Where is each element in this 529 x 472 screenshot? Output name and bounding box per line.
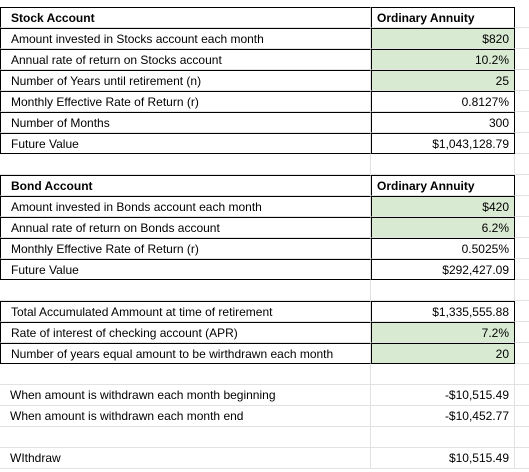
stock-months-label[interactable]: Number of Months: [0, 112, 371, 133]
empty-row: [0, 154, 529, 175]
bond-ordinary-annuity-header[interactable]: Ordinary Annuity: [371, 175, 515, 196]
table-row: Rate of interest of checking account (AP…: [0, 322, 529, 343]
empty-cell[interactable]: [371, 280, 515, 301]
empty-cell[interactable]: [515, 427, 529, 448]
table-row: Annual rate of return on Bonds account 6…: [0, 217, 529, 238]
empty-cell[interactable]: [0, 280, 371, 301]
table-row: Amount invested in Bonds account each mo…: [0, 196, 529, 217]
empty-cell[interactable]: [515, 322, 529, 343]
bond-monthly-rate-label[interactable]: Monthly Effective Rate of Return (r): [0, 238, 371, 259]
empty-cell[interactable]: [0, 154, 371, 175]
empty-cell[interactable]: [515, 49, 529, 70]
withdraw-value[interactable]: $10,515.49: [371, 448, 515, 469]
table-row: Number of years equal amount to be wirth…: [0, 343, 529, 364]
empty-cell[interactable]: [515, 91, 529, 112]
bond-future-value-value[interactable]: $292,427.09: [371, 259, 515, 280]
table-row: Monthly Effective Rate of Return (r) 0.5…: [0, 238, 529, 259]
empty-cell[interactable]: [515, 217, 529, 238]
withdrawal-years-value[interactable]: 20: [371, 343, 515, 364]
empty-cell[interactable]: [515, 364, 529, 385]
stock-monthly-investment-label[interactable]: Amount invested in Stocks account each m…: [0, 28, 371, 49]
bond-monthly-investment-value[interactable]: $420: [371, 196, 515, 217]
empty-cell[interactable]: [515, 259, 529, 280]
stock-header-row: Stock Account Ordinary Annuity: [0, 7, 529, 28]
empty-cell[interactable]: [515, 133, 529, 154]
stock-account-title[interactable]: Stock Account: [0, 7, 371, 28]
bond-annual-return-label[interactable]: Annual rate of return on Bonds account: [0, 217, 371, 238]
stock-annual-return-label[interactable]: Annual rate of return on Stocks account: [0, 49, 371, 70]
table-row: Monthly Effective Rate of Return (r) 0.8…: [0, 91, 529, 112]
table-row: Future Value $292,427.09: [0, 259, 529, 280]
table-row: Total Accumulated Ammount at time of ret…: [0, 301, 529, 322]
empty-cell[interactable]: [515, 175, 529, 196]
stock-future-value-value[interactable]: $1,043,128.79: [371, 133, 515, 154]
withdraw-beginning-value[interactable]: -$10,515.49: [371, 385, 515, 406]
bond-account-title[interactable]: Bond Account: [0, 175, 371, 196]
table-row: When amount is withdrawn each month begi…: [0, 385, 529, 406]
checking-apr-label[interactable]: Rate of interest of checking account (AP…: [0, 322, 371, 343]
stock-future-value-label[interactable]: Future Value: [0, 133, 371, 154]
total-accumulated-label[interactable]: Total Accumulated Ammount at time of ret…: [0, 301, 371, 322]
empty-row: [0, 364, 529, 385]
empty-row: [0, 280, 529, 301]
empty-cell[interactable]: [371, 154, 515, 175]
empty-cell[interactable]: [515, 70, 529, 91]
empty-cell[interactable]: [515, 7, 529, 28]
withdraw-end-label[interactable]: When amount is withdrawn each month end: [0, 406, 371, 427]
bond-annual-return-value[interactable]: 6.2%: [371, 217, 515, 238]
bond-header-row: Bond Account Ordinary Annuity: [0, 175, 529, 196]
stock-annual-return-value[interactable]: 10.2%: [371, 49, 515, 70]
stock-ordinary-annuity-header[interactable]: Ordinary Annuity: [371, 7, 515, 28]
empty-cell[interactable]: [515, 343, 529, 364]
withdraw-end-value[interactable]: -$10,452.77: [371, 406, 515, 427]
table-row: When amount is withdrawn each month end …: [0, 406, 529, 427]
empty-cell[interactable]: [515, 28, 529, 49]
stock-monthly-investment-value[interactable]: $820: [371, 28, 515, 49]
empty-row: [0, 427, 529, 448]
empty-cell[interactable]: [515, 196, 529, 217]
bond-future-value-label[interactable]: Future Value: [0, 259, 371, 280]
table-row: Number of Years until retirement (n) 25: [0, 70, 529, 91]
total-accumulated-value[interactable]: $1,335,555.88: [371, 301, 515, 322]
table-row: Future Value $1,043,128.79: [0, 133, 529, 154]
empty-cell[interactable]: [515, 280, 529, 301]
checking-apr-value[interactable]: 7.2%: [371, 322, 515, 343]
withdrawal-years-label[interactable]: Number of years equal amount to be wirth…: [0, 343, 371, 364]
empty-cell[interactable]: [371, 427, 515, 448]
empty-cell[interactable]: [515, 406, 529, 427]
table-row: Annual rate of return on Stocks account …: [0, 49, 529, 70]
empty-cell[interactable]: [515, 301, 529, 322]
stock-monthly-rate-label[interactable]: Monthly Effective Rate of Return (r): [0, 91, 371, 112]
empty-cell[interactable]: [515, 238, 529, 259]
stock-monthly-rate-value[interactable]: 0.8127%: [371, 91, 515, 112]
withdraw-beginning-label[interactable]: When amount is withdrawn each month begi…: [0, 385, 371, 406]
table-row: WIthdraw $10,515.49: [0, 448, 529, 469]
withdraw-label[interactable]: WIthdraw: [0, 448, 371, 469]
bond-monthly-rate-value[interactable]: 0.5025%: [371, 238, 515, 259]
empty-cell[interactable]: [515, 154, 529, 175]
table-row: Amount invested in Stocks account each m…: [0, 28, 529, 49]
empty-cell[interactable]: [515, 448, 529, 469]
stock-years-value[interactable]: 25: [371, 70, 515, 91]
empty-cell[interactable]: [515, 112, 529, 133]
bond-monthly-investment-label[interactable]: Amount invested in Bonds account each mo…: [0, 196, 371, 217]
stock-months-value[interactable]: 300: [371, 112, 515, 133]
empty-cell[interactable]: [0, 427, 371, 448]
empty-cell[interactable]: [0, 364, 371, 385]
table-row: Number of Months 300: [0, 112, 529, 133]
stock-years-label[interactable]: Number of Years until retirement (n): [0, 70, 371, 91]
empty-cell[interactable]: [515, 385, 529, 406]
empty-cell[interactable]: [371, 364, 515, 385]
